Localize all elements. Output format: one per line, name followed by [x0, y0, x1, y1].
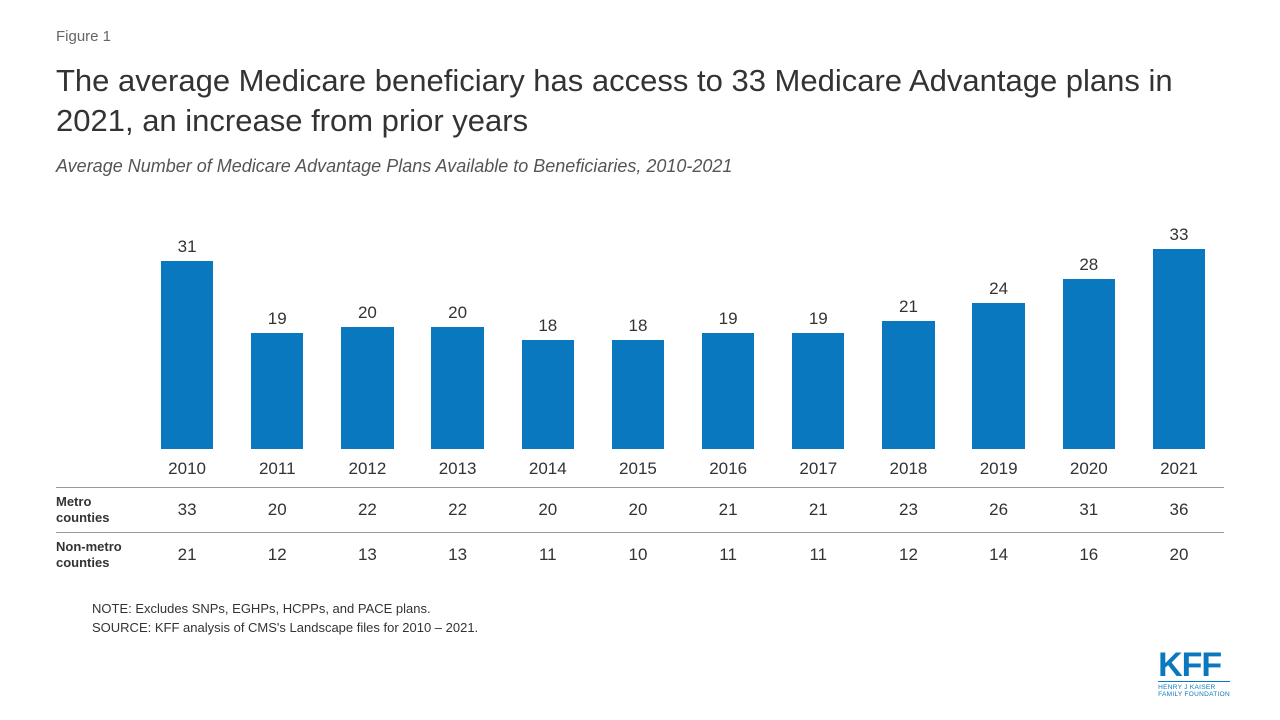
table-cell: 22 [322, 488, 412, 532]
table-cell: 12 [863, 533, 953, 577]
table-cell: 13 [322, 533, 412, 577]
year-label: 2010 [142, 449, 232, 487]
row-label: Metro counties [56, 488, 142, 532]
note-text: NOTE: Excludes SNPs, EGHPs, HCPPs, and P… [92, 599, 1224, 619]
table-cell: 21 [683, 488, 773, 532]
bar-value-label: 18 [538, 316, 557, 336]
year-label: 2019 [954, 449, 1044, 487]
bar-cell: 21 [863, 219, 953, 449]
table-cell: 11 [773, 533, 863, 577]
bar-cell: 20 [322, 219, 412, 449]
bar [702, 333, 754, 448]
table-cell: 11 [683, 533, 773, 577]
bar [972, 303, 1024, 448]
table-row: Non-metro counties2112131311101111121416… [56, 532, 1224, 577]
bar [341, 327, 393, 448]
logo-sub-line2: FAMILY FOUNDATION [1158, 691, 1230, 698]
year-label: 2016 [683, 449, 773, 487]
row-label: Non-metro counties [56, 533, 142, 577]
years-row-head [56, 449, 142, 487]
years-row: 2010201120122013201420152016201720182019… [56, 449, 1224, 487]
data-table: Metro counties332022222020212123263136No… [56, 487, 1224, 577]
bar-cell: 19 [773, 219, 863, 449]
table-cell: 33 [142, 488, 232, 532]
table-cell: 36 [1134, 488, 1224, 532]
table-cell: 10 [593, 533, 683, 577]
table-cell: 12 [232, 533, 322, 577]
logo-main: KFF [1158, 652, 1230, 679]
bar-cell: 28 [1044, 219, 1134, 449]
table-cell: 26 [954, 488, 1044, 532]
bar [1153, 249, 1205, 449]
bars-row: 31 19 20 20 18 18 19 19 21 24 28 33 [56, 219, 1224, 449]
year-label: 2012 [322, 449, 412, 487]
chart-subtitle: Average Number of Medicare Advantage Pla… [56, 156, 1224, 177]
bar-value-label: 24 [989, 279, 1008, 299]
logo-sub-line1: HENRY J KAISER [1158, 684, 1230, 691]
year-label: 2013 [413, 449, 503, 487]
chart-title: The average Medicare beneficiary has acc… [56, 61, 1224, 142]
bar-cell: 33 [1134, 219, 1224, 449]
table-cell: 20 [232, 488, 322, 532]
bar [1063, 279, 1115, 449]
bar [792, 333, 844, 448]
bar-cell: 19 [683, 219, 773, 449]
year-label: 2014 [503, 449, 593, 487]
table-cell: 13 [413, 533, 503, 577]
bar-cell: 20 [413, 219, 503, 449]
table-cell: 31 [1044, 488, 1134, 532]
bar-value-label: 20 [448, 303, 467, 323]
table-cell: 20 [1134, 533, 1224, 577]
footer: NOTE: Excludes SNPs, EGHPs, HCPPs, and P… [56, 599, 1224, 638]
kff-logo: KFF HENRY J KAISER FAMILY FOUNDATION [1158, 652, 1230, 698]
bar-cell: 18 [593, 219, 683, 449]
year-label: 2017 [773, 449, 863, 487]
table-cell: 21 [142, 533, 232, 577]
figure-label: Figure 1 [56, 28, 1224, 45]
bar-value-label: 20 [358, 303, 377, 323]
bar-value-label: 28 [1079, 255, 1098, 275]
bar-cell: 18 [503, 219, 593, 449]
bar-value-label: 19 [268, 309, 287, 329]
table-cell: 14 [954, 533, 1044, 577]
bar [882, 321, 934, 448]
bar [161, 261, 213, 449]
year-label: 2021 [1134, 449, 1224, 487]
bar [522, 340, 574, 449]
year-label: 2015 [593, 449, 683, 487]
table-cell: 22 [413, 488, 503, 532]
table-cell: 21 [773, 488, 863, 532]
bar-value-label: 33 [1170, 225, 1189, 245]
table-cell: 11 [503, 533, 593, 577]
bar-value-label: 19 [719, 309, 738, 329]
table-cell: 20 [593, 488, 683, 532]
year-label: 2018 [863, 449, 953, 487]
bar [251, 333, 303, 448]
bar [612, 340, 664, 449]
bar-cell: 24 [954, 219, 1044, 449]
year-label: 2020 [1044, 449, 1134, 487]
year-label: 2011 [232, 449, 322, 487]
source-text: SOURCE: KFF analysis of CMS's Landscape … [92, 618, 1224, 638]
chart-container: 311920201818191921242833 201020112012201… [56, 219, 1224, 577]
table-row: Metro counties332022222020212123263136 [56, 487, 1224, 532]
bar-value-label: 19 [809, 309, 828, 329]
table-cell: 20 [503, 488, 593, 532]
bar-cell: 31 [142, 219, 232, 449]
bar-value-label: 18 [628, 316, 647, 336]
bar [431, 327, 483, 448]
table-cell: 16 [1044, 533, 1134, 577]
bar-cell: 19 [232, 219, 322, 449]
bar-value-label: 21 [899, 297, 918, 317]
bar-value-label: 31 [178, 237, 197, 257]
table-cell: 23 [863, 488, 953, 532]
